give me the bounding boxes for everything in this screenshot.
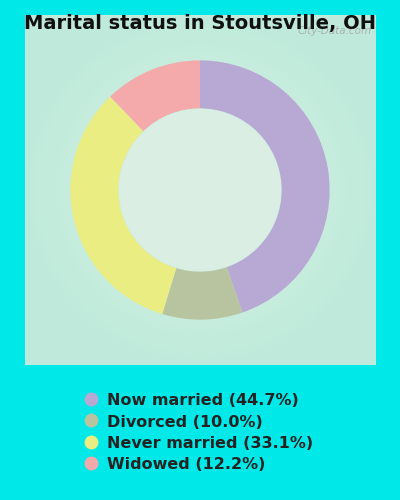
Wedge shape xyxy=(200,60,330,312)
Wedge shape xyxy=(162,267,242,320)
Wedge shape xyxy=(70,96,176,314)
Wedge shape xyxy=(110,60,200,131)
Text: Marital status in Stoutsville, OH: Marital status in Stoutsville, OH xyxy=(24,14,376,33)
Text: City-Data.com: City-Data.com xyxy=(297,26,372,36)
Circle shape xyxy=(120,110,280,270)
Legend: Now married (44.7%), Divorced (10.0%), Never married (33.1%), Widowed (12.2%): Now married (44.7%), Divorced (10.0%), N… xyxy=(79,385,321,480)
